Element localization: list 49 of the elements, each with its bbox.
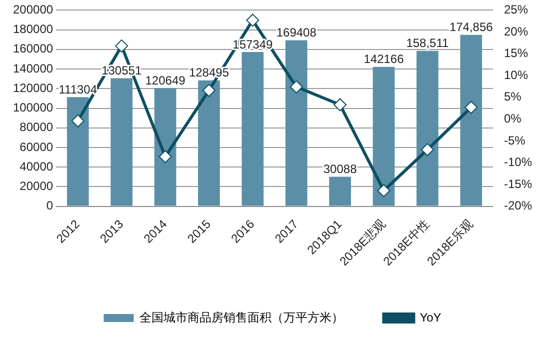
bar <box>372 66 395 206</box>
data-label: 30088 <box>323 162 358 176</box>
legend-label: 全国城市商品房销售面积（万平方米） <box>140 310 344 324</box>
point <box>158 150 172 164</box>
y-tick-label: 180000 <box>12 22 54 36</box>
legend-label: YoY <box>420 310 442 324</box>
y2-tick-label: 0% <box>504 111 522 126</box>
y-tick-label: 60000 <box>20 140 54 154</box>
point <box>115 39 128 52</box>
data-label: 158,511 <box>406 36 450 50</box>
bar <box>242 52 264 206</box>
y2-tick-label: 5% <box>504 90 522 104</box>
bar <box>110 78 133 206</box>
y2-tick-label: -10% <box>504 155 532 170</box>
bar <box>66 97 89 206</box>
point <box>464 100 478 114</box>
point <box>420 143 434 156</box>
y-tick-label: 160000 <box>12 42 54 56</box>
y-tick-label: 40000 <box>20 159 54 174</box>
bar <box>154 88 176 206</box>
y2-tick-label: 25% <box>504 2 528 17</box>
y-tick-label: 80000 <box>20 120 54 134</box>
data-label: 174,856 <box>449 20 494 34</box>
y-tick-label: 200000 <box>12 2 54 17</box>
bar <box>198 80 220 206</box>
bar <box>285 40 308 206</box>
bar <box>329 176 351 206</box>
bar <box>416 50 438 206</box>
point <box>290 80 303 94</box>
point <box>246 14 260 27</box>
y-tick-label: 20000 <box>20 179 54 194</box>
point <box>202 84 216 97</box>
y2-tick-label: -20% <box>504 198 532 213</box>
y2-tick-label: 10% <box>504 68 528 82</box>
data-label: 169408 <box>276 26 317 40</box>
y-tick-label: 140000 <box>12 61 54 76</box>
y-tick-label: 0 <box>46 198 54 213</box>
y2-tick-label: 15% <box>504 46 528 60</box>
data-label: 120649 <box>145 73 186 88</box>
bar <box>460 34 482 206</box>
y-tick-label: 120000 <box>12 80 54 95</box>
y2-tick-label: -5% <box>504 133 526 148</box>
data-label: 142166 <box>364 52 404 66</box>
point <box>334 98 347 112</box>
y2-tick-label: 20% <box>504 24 528 38</box>
point <box>377 184 390 198</box>
y2-tick-label: -15% <box>504 176 532 191</box>
y-tick-label: 100000 <box>12 100 54 115</box>
point <box>71 114 84 128</box>
